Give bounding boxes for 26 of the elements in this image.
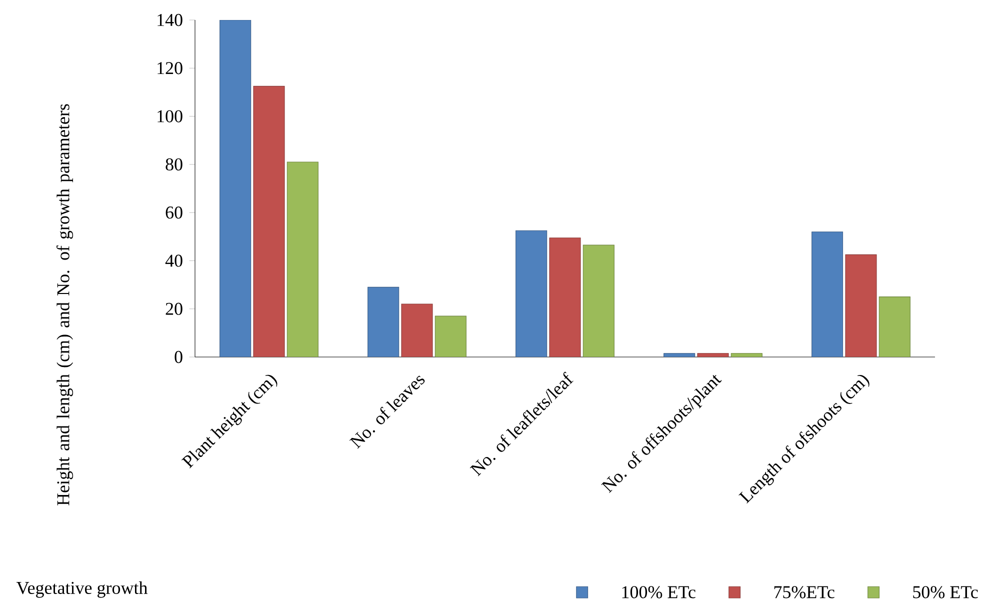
bar: [549, 238, 581, 357]
bar: [878, 296, 910, 357]
bar: [434, 316, 466, 357]
y-tick-label: 100: [158, 110, 182, 122]
x-axis-title: Vegetative growth: [16, 581, 148, 598]
y-tick-label: 120: [158, 62, 182, 74]
bar: [664, 353, 696, 357]
bar: [516, 230, 548, 357]
bar: [812, 232, 844, 357]
bar: [253, 86, 285, 357]
y-tick-label: 0: [174, 350, 182, 364]
legend-label: 100% ETc: [622, 586, 696, 598]
y-axis-title: Height and length (cm) and No. of growth parameters: [56, 104, 74, 506]
legend-label: 75%ETc: [774, 586, 834, 598]
bar: [401, 304, 433, 357]
y-tick-label: 140: [158, 14, 182, 26]
y-tick-label: 20: [166, 302, 182, 315]
legend-label: 50% ETc: [913, 586, 978, 598]
bar: [220, 20, 252, 357]
bar: [845, 254, 877, 357]
bar: [286, 162, 318, 357]
bar: [582, 244, 614, 357]
y-tick-label: 80: [166, 158, 182, 170]
bar: [368, 286, 400, 357]
y-tick-label: 40: [165, 254, 182, 267]
y-tick-label: 60: [166, 206, 182, 219]
